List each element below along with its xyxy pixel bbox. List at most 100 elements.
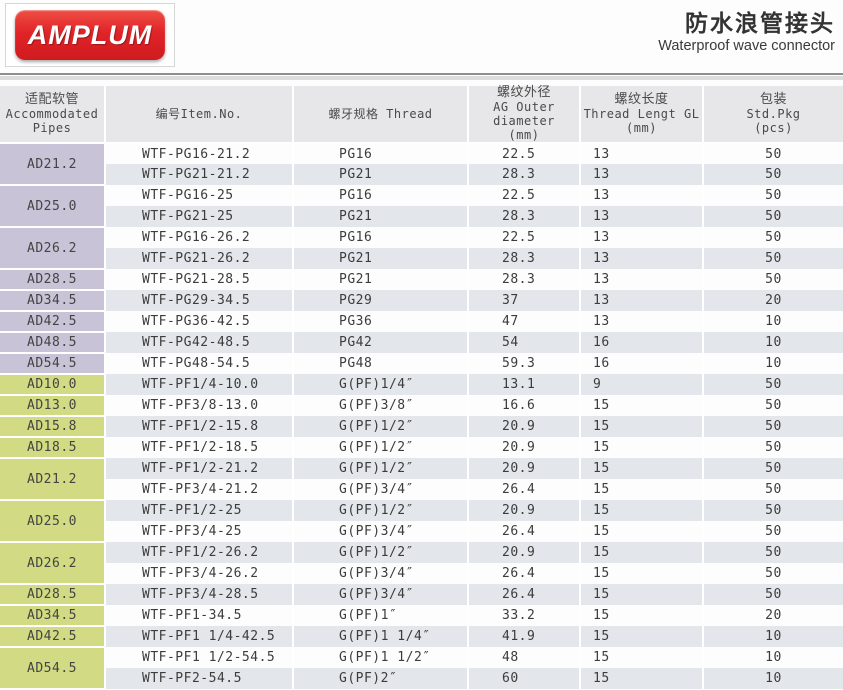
thread-length-cell: 13: [580, 185, 704, 206]
table-row: AD28.5 WTF-PF3/4-28.5 G(PF)3/4″ 26.4 15 50: [0, 584, 843, 606]
table-row: AD54.5 WTF-PF1 1/2-54.5 G(PF)1 1/2″ 48 15 10: [0, 647, 843, 690]
thread-length-cell: 15: [580, 542, 704, 563]
thread-length-cell: 15: [580, 668, 704, 689]
thread-length-cell: 15: [580, 584, 704, 605]
thread-cell: G(PF)3/8″: [293, 395, 469, 416]
pipe-cell: AD34.5: [0, 290, 106, 312]
col-header-item: 编号Item.No.: [105, 86, 294, 144]
outer-diameter-cell: 48: [468, 647, 581, 668]
pipe-cell: AD42.5: [0, 626, 106, 648]
thread-cell: G(PF)3/4″: [293, 563, 469, 584]
col-header-package: 包装 Std.Pkg (pcs): [703, 86, 843, 144]
package-cell: 50: [703, 584, 843, 605]
pipe-cell: AD28.5: [0, 269, 106, 291]
package-cell: 10: [703, 668, 843, 689]
item-no-cell: WTF-PG48-54.5: [105, 353, 294, 374]
thread-cell: PG21: [293, 206, 469, 227]
page-title-zh: 防水浪管接头: [685, 10, 835, 36]
thread-cell: G(PF)3/4″: [293, 521, 469, 542]
thread-cell: PG21: [293, 269, 469, 290]
thread-length-cell: 16: [580, 332, 704, 353]
package-cell: 50: [765, 398, 782, 413]
page-titles: 防水浪管接头 Waterproof wave connector: [658, 3, 839, 56]
thread-cell: PG21: [293, 164, 469, 185]
outer-diameter-cell: 37: [468, 290, 581, 311]
outer-diameter-cell: 20.9: [468, 416, 581, 437]
package-cell: 50: [765, 188, 782, 203]
thread-cell: PG42: [293, 332, 469, 353]
outer-diameter-cell: 28.3: [468, 206, 581, 227]
pipe-cell: AD21.2: [0, 458, 106, 501]
thread-cell: G(PF)1/2″: [293, 500, 469, 521]
outer-diameter-cell: 20.9: [468, 437, 581, 458]
item-no-cell: WTF-PF3/4-26.2: [105, 563, 294, 584]
pipe-cell: AD13.0: [0, 395, 106, 417]
item-no-cell: WTF-PF1/2-18.5: [105, 437, 294, 458]
item-no-cell: WTF-PG16-21.2: [105, 143, 294, 164]
outer-diameter-cell: 41.9: [468, 626, 581, 647]
thread-cell: G(PF)1/2″: [293, 416, 469, 437]
pipe-cell: AD34.5: [0, 605, 106, 627]
thread-length-cell: 15: [580, 479, 704, 500]
outer-diameter-cell: 26.4: [468, 521, 581, 542]
item-no-cell: WTF-PG21-25: [105, 206, 294, 227]
table-row: AD21.2 WTF-PF1/2-21.2 G(PF)1/2″ 20.9 15 50: [0, 458, 843, 501]
outer-diameter-cell: 59.3: [468, 353, 581, 374]
thread-length-cell: 13: [580, 290, 704, 311]
thread-length-cell: 15: [580, 395, 704, 416]
table-row: AD21.2 WTF-PG16-21.2 PG16 22.5 13 50: [0, 143, 843, 186]
thread-length-cell: 15: [580, 563, 704, 584]
pipe-cell: AD18.5: [0, 437, 106, 459]
package-cell: 50: [703, 248, 843, 269]
package-cell: 50: [703, 500, 843, 521]
table-row: AD10.0 WTF-PF1/4-10.0 G(PF)1/4″ 13.1 9 50: [0, 374, 843, 396]
outer-diameter-cell: 22.5: [468, 143, 581, 164]
thread-cell: PG36: [293, 311, 469, 332]
thread-length-cell: 15: [580, 416, 704, 437]
thread-cell: G(PF)1/2″: [293, 437, 469, 458]
outer-diameter-cell: 47: [468, 311, 581, 332]
pipe-cell: AD26.2: [0, 227, 106, 270]
item-no-cell: WTF-PF1/2-26.2: [105, 542, 294, 563]
table-row: AD48.5 WTF-PG42-48.5 PG42 54 16 10: [0, 332, 843, 354]
package-cell: 50: [765, 272, 782, 287]
package-cell: 50: [765, 230, 782, 245]
item-no-cell: WTF-PF1/4-10.0: [105, 374, 294, 395]
thread-cell: G(PF)1/4″: [293, 374, 469, 395]
thread-length-cell: 15: [580, 605, 704, 626]
item-no-cell: WTF-PF1 1/2-54.5: [105, 647, 294, 668]
package-cell: 20: [765, 608, 782, 623]
table-row: WTF-PF2-54.5 G(PF)2″ 60 15 10: [0, 668, 843, 689]
item-no-cell: WTF-PG16-25: [105, 185, 294, 206]
pipe-cell: AD10.0: [0, 374, 106, 396]
table-row: AD25.0 WTF-PG16-25 PG16 22.5 13 50: [0, 185, 843, 228]
package-cell: 50: [703, 206, 843, 227]
table-row: AD13.0 WTF-PF3/8-13.0 G(PF)3/8″ 16.6 15 50: [0, 395, 843, 417]
item-no-cell: WTF-PG21-28.5: [105, 269, 294, 290]
pipe-cell: AD42.5: [0, 311, 106, 333]
outer-diameter-cell: 13.1: [468, 374, 581, 395]
table-row: WTF-PG21-21.2 PG21 28.3 13 50: [0, 164, 843, 185]
header-rule-dark: [0, 73, 843, 75]
table-row: WTF-PG21-26.2 PG21 28.3 13 50: [0, 248, 843, 269]
thread-cell: G(PF)3/4″: [293, 584, 469, 605]
pipe-cell: AD54.5: [0, 647, 106, 690]
thread-length-cell: 15: [580, 500, 704, 521]
pipe-cell: AD28.5: [0, 584, 106, 606]
thread-length-cell: 16: [580, 353, 704, 374]
thread-cell: PG16: [293, 143, 469, 164]
package-cell: 50: [765, 524, 782, 539]
table-row: AD42.5 WTF-PF1 1/4-42.5 G(PF)1 1/4″ 41.9 15 1…: [0, 626, 843, 648]
table-row: WTF-PF3/4-26.2 G(PF)3/4″ 26.4 15 50: [0, 563, 843, 584]
header-rule-light: [0, 76, 843, 80]
outer-diameter-cell: 28.3: [468, 269, 581, 290]
thread-cell: PG48: [293, 353, 469, 374]
thread-cell: G(PF)1/2″: [293, 542, 469, 563]
thread-length-cell: 15: [580, 458, 704, 479]
outer-diameter-cell: 20.9: [468, 458, 581, 479]
col-header-thread-length: 螺纹长度 Thread Lengt GL (mm): [580, 86, 704, 144]
thread-length-cell: 13: [580, 311, 704, 332]
table-row: AD15.8 WTF-PF1/2-15.8 G(PF)1/2″ 20.9 15 50: [0, 416, 843, 438]
pipe-cell: AD25.0: [0, 500, 106, 543]
